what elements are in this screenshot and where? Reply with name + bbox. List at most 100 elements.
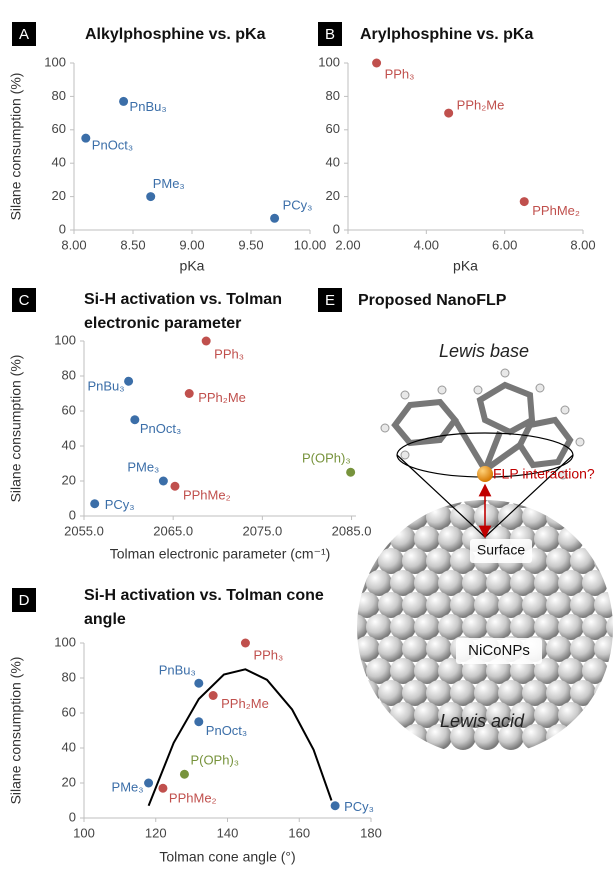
data-point [241,639,250,648]
figure-canvas: E Proposed NanoFLP Lewis base FLP intera… [0,0,614,869]
x-axis-label: Tolman electronic parameter (cm⁻¹) [110,546,331,562]
sphere [402,636,428,662]
point-label: PMe₃ [112,779,144,794]
sphere [546,504,572,530]
data-point [209,691,218,700]
lewis-base-label: Lewis base [439,341,529,361]
sphere [390,614,416,640]
y-tick-label: 40 [52,155,66,170]
sphere [426,504,452,530]
y-tick-label: 0 [69,809,76,824]
sphere [510,482,536,508]
sphere [570,592,596,618]
panel-letter: E [325,292,335,309]
sphere [594,548,614,574]
point-label: PMe₃ [153,176,185,191]
sphere [366,570,392,596]
sphere [522,680,548,706]
sphere [366,482,392,508]
point-label: PCy₃ [105,497,135,512]
point-label: PCy₃ [283,198,313,213]
data-point [146,192,155,201]
y-axis-label: Silane consumption (%) [8,355,24,503]
y-tick-label: 0 [333,221,340,236]
x-tick-label: 4.00 [414,237,439,252]
sphere [498,592,524,618]
sphere [594,504,614,530]
data-point [180,770,189,779]
sphere [474,592,500,618]
sphere [570,724,596,750]
x-tick-label: 6.00 [492,237,517,252]
y-axis-label: Silane consumption (%) [8,657,24,805]
point-label: PnOct₃ [92,138,133,153]
x-axis-label: Tolman cone angle (°) [159,849,295,865]
sphere [342,702,368,728]
sphere [582,658,608,684]
sphere [534,702,560,728]
diagram-title: Proposed NanoFLP [358,292,507,309]
data-point [270,214,279,223]
point-label: P(OPh)₃ [302,451,351,466]
sphere [438,526,464,552]
point-label: PnBu₃ [130,99,167,114]
sphere [570,636,596,662]
data-point [202,337,211,346]
surface-label: Surface [477,542,525,558]
data-point [331,801,340,810]
sphere [378,680,404,706]
sphere [390,482,416,508]
data-point [90,499,99,508]
sphere [522,592,548,618]
sphere [354,680,380,706]
sphere [534,482,560,508]
sphere [414,702,440,728]
panel-letter: B [325,26,335,43]
sphere [498,680,524,706]
sphere [510,614,536,640]
sphere [606,702,614,728]
x-tick-label: 2055.0 [64,523,104,538]
y-tick-label: 20 [62,472,76,487]
molecule [395,385,570,470]
sphere [438,614,464,640]
sphere [486,482,512,508]
sphere [450,680,476,706]
sphere [426,548,452,574]
sphere [462,614,488,640]
sphere [582,526,608,552]
sphere [510,570,536,596]
sphere [570,680,596,706]
sphere [594,636,614,662]
point-label: PMe₃ [127,459,159,474]
data-point [372,59,381,68]
point-label: P(OPh)₃ [190,753,239,768]
sphere [402,504,428,530]
sphere [414,658,440,684]
y-tick-label: 100 [54,634,76,649]
data-point [520,197,529,206]
chart-title: Alkylphosphine vs. pKa [85,26,266,43]
sphere [450,592,476,618]
sphere [558,482,584,508]
y-tick-label: 20 [62,774,76,789]
data-point [81,134,90,143]
lewis-acid-label: Lewis acid [440,711,525,731]
y-tick-label: 20 [52,188,66,203]
x-tick-label: 2.00 [335,237,360,252]
y-tick-label: 80 [62,669,76,684]
sphere [378,636,404,662]
sphere [594,592,614,618]
x-tick-label: 140 [217,825,239,840]
sphere [606,526,614,552]
point-label: PPh₂Me [198,390,246,405]
sphere [606,482,614,508]
sphere [486,570,512,596]
sphere [558,658,584,684]
sphere [378,504,404,530]
x-tick-label: 2065.0 [153,523,193,538]
data-point [144,779,153,788]
data-point [444,109,453,118]
panel-letter: A [19,26,29,43]
figure: E Proposed NanoFLP Lewis base FLP intera… [0,0,614,869]
